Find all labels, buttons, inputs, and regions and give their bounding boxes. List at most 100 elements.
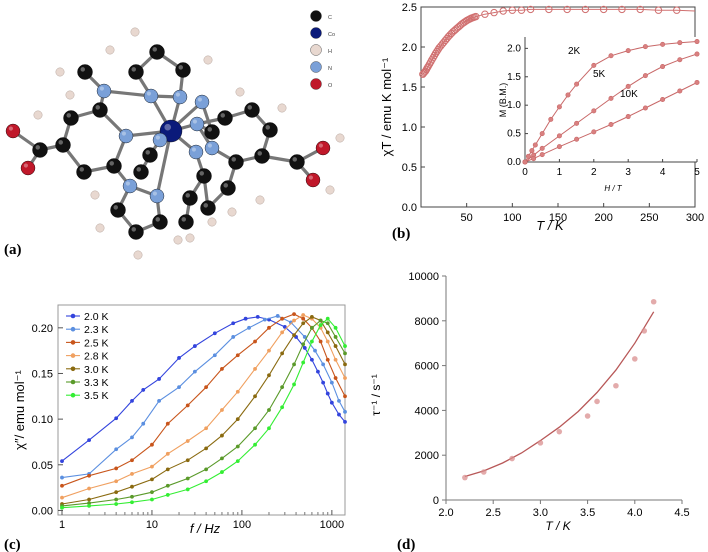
legend-label-O: O <box>328 83 333 89</box>
data-point-2.0K <box>87 438 91 443</box>
data-point-d <box>462 474 468 481</box>
panel-c: 1 10 100 1000 0.00 0.05 0.10 0.15 0.20 2.0 K2.3 … <box>12 304 347 536</box>
data-point-2.5K <box>333 376 338 380</box>
data-point-2.8K <box>114 479 119 484</box>
atom-highlight <box>79 167 84 172</box>
carbon-atom <box>196 168 212 184</box>
data-point-3.3K <box>114 497 119 502</box>
carbon-atom <box>254 148 270 164</box>
hydrogen-atom <box>65 90 75 100</box>
x-tick-label-b: 300 <box>686 212 704 224</box>
inset-point-5K <box>574 120 580 126</box>
data-point-3.3K <box>318 318 323 323</box>
y-tick-label-b: 1.5 <box>402 82 417 94</box>
carbon-atom <box>128 224 144 240</box>
inset-point-5K <box>625 83 631 89</box>
data-point-2.0K <box>321 380 326 385</box>
inset-point-10K <box>556 144 562 150</box>
inset-point-2K <box>694 39 700 45</box>
hydrogen-atom <box>203 55 213 65</box>
carbon-atom <box>204 124 220 140</box>
inset-point-2K <box>608 53 614 59</box>
carbon-atom <box>142 147 158 163</box>
panel-d: 2.0 2.5 3.0 3.5 4.0 4.5 0 2000 4000 6000 8000 10000… <box>369 271 690 533</box>
data-point-3.0K <box>165 467 170 472</box>
data-point-3.3K <box>292 362 296 367</box>
data-point-d <box>480 469 487 475</box>
data-point-3.0K <box>280 351 285 356</box>
data-point-2.8K <box>204 426 209 431</box>
legend-label-N: N <box>328 66 332 72</box>
data-point-2.8K <box>301 313 306 317</box>
legend-label: 3.5 K <box>84 390 109 402</box>
data-point-2.8K <box>165 451 170 456</box>
atom-highlight <box>203 203 208 208</box>
data-point-3.3K <box>343 351 347 356</box>
panel-label-b: (b) <box>392 226 410 242</box>
molecule-structure <box>5 27 345 260</box>
legend-label: 3.3 K <box>84 377 109 389</box>
hydrogen-atom <box>255 195 265 205</box>
carbon-atom <box>178 214 194 230</box>
data-point-2.0K <box>325 391 330 396</box>
data-point-3.0K <box>309 314 314 319</box>
atom-highlight <box>121 131 126 136</box>
hydrogen-atom <box>133 250 143 260</box>
carbon-atom <box>76 164 92 180</box>
atom-highlight <box>175 92 180 97</box>
data-point-b <box>618 5 626 14</box>
inset-point-5K <box>660 64 666 70</box>
x-tick-label-d: 3.0 <box>533 507 548 519</box>
inset-y-tick-label: 2.0 <box>507 43 521 54</box>
atom-highlight <box>192 119 197 124</box>
inset-point-5K <box>539 145 545 151</box>
nitrogen-atom <box>189 116 205 132</box>
hydrogen-atom <box>173 235 183 245</box>
data-point-2.8K <box>343 376 347 380</box>
carbon-atom <box>106 158 122 174</box>
y-tick-label-c: 0.00 <box>32 505 53 517</box>
y-tick-label-c: 0.20 <box>32 323 53 335</box>
data-point-d <box>613 382 619 389</box>
inset-point-5K <box>556 133 562 139</box>
data-point-2.0K <box>130 398 134 403</box>
nitrogen-atom <box>204 140 220 156</box>
legend-marker <box>70 353 76 358</box>
nitrogen-atom <box>118 128 134 144</box>
legend-label-H: H <box>328 49 332 55</box>
atom-highlight <box>145 150 150 155</box>
series-line-2.5K <box>61 313 346 487</box>
data-point-2.3K <box>275 314 280 318</box>
data-point-3.5K <box>318 323 323 327</box>
inset-series <box>522 39 700 165</box>
nitrogen-atom <box>194 94 210 110</box>
inset-point-10K <box>625 114 631 120</box>
atom-highlight <box>199 171 204 176</box>
data-point-3.0K <box>301 321 306 326</box>
data-point-3.0K <box>333 344 338 348</box>
inset-point-10K <box>642 105 648 111</box>
oxygen-atom <box>5 123 21 139</box>
x-axis-label-d: T / K <box>545 519 571 533</box>
data-point-2.0K <box>343 419 347 424</box>
data-point-d <box>650 298 657 305</box>
series-line-3.5K <box>61 317 346 509</box>
atom-highlight <box>292 157 297 162</box>
data-point-2.3K <box>114 447 119 452</box>
fit-line-b <box>422 8 696 75</box>
x-tick-label-d: 2.0 <box>438 507 453 519</box>
data-point-2.5K <box>150 442 154 447</box>
atom-highlight <box>95 105 100 110</box>
data-point-2.0K <box>255 314 260 319</box>
data-point-2.3K <box>343 409 347 414</box>
data-point-3.5K <box>325 316 330 321</box>
y-tick-label-d: 2000 <box>415 450 439 462</box>
y-tick-label-c: 0.10 <box>32 414 53 426</box>
data-point-3.5K <box>267 426 271 431</box>
inset-point-5K <box>608 95 614 101</box>
atom-highlight <box>164 123 171 131</box>
inset-point-2K <box>539 131 545 137</box>
panel-label-a: (a) <box>4 242 22 258</box>
data-point-2.5K <box>114 466 119 471</box>
